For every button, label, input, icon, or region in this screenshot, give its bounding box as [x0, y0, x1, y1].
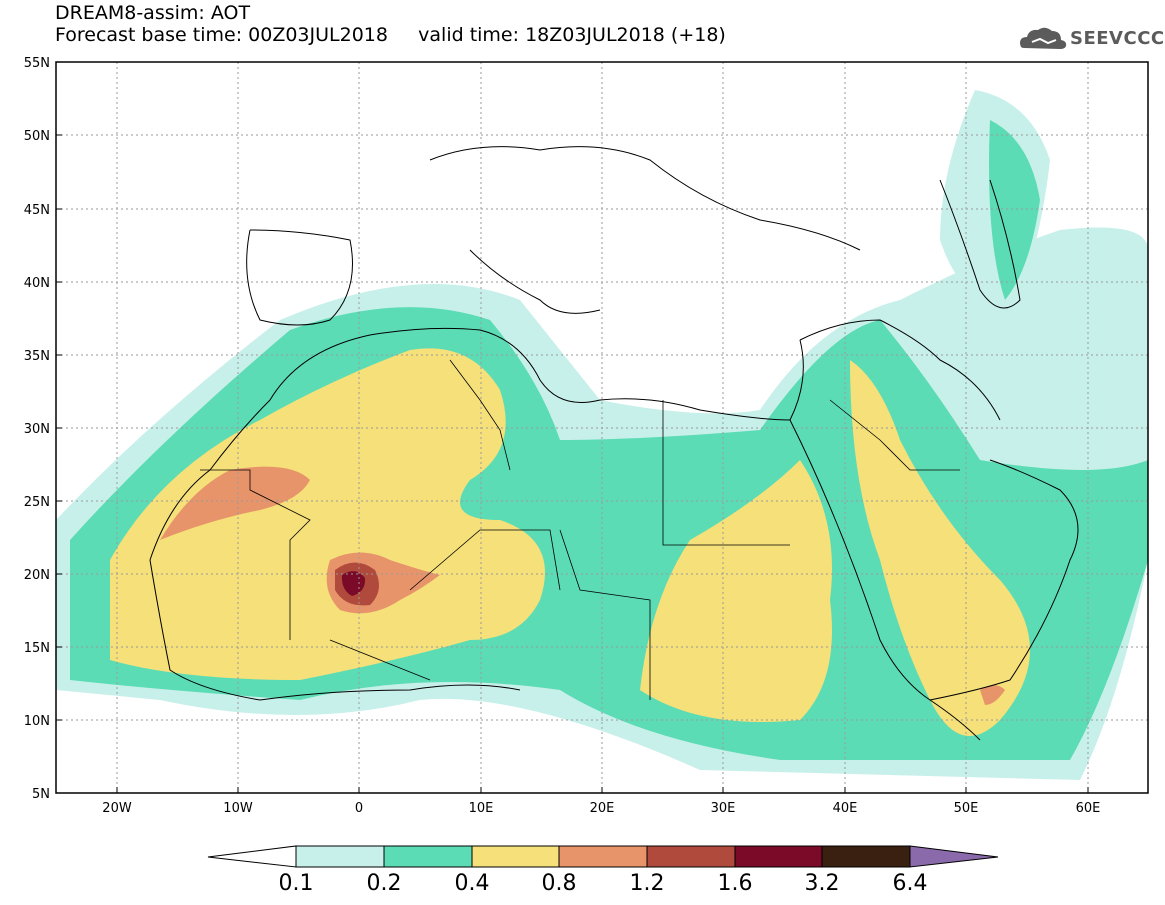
colorbar-label: 0.4 [454, 871, 490, 896]
country-borders [200, 359, 960, 700]
map-title: DREAM8-assim: AOT [55, 2, 251, 24]
coastlines [149, 146, 1079, 741]
lon-label: 10W [223, 801, 253, 816]
lat-label: 25N [24, 495, 50, 510]
colorbar-bin [821, 845, 911, 868]
colorbar-label: 3.2 [804, 871, 840, 896]
colorbar-label: 0.8 [541, 871, 577, 896]
cloud-logo-icon [1020, 27, 1067, 49]
aot-band-0.8-somalia [980, 685, 1005, 705]
colorbar-label: 1.6 [717, 871, 753, 896]
graticule [56, 62, 1148, 793]
lon-label: 30E [711, 801, 736, 816]
logo-text: SEEVCCC [1070, 28, 1165, 49]
lon-label: 0 [355, 801, 363, 816]
colorbar-bin [558, 845, 648, 868]
lat-label: 10N [24, 714, 50, 729]
lon-label: 60E [1076, 801, 1101, 816]
lat-label: 35N [24, 349, 50, 364]
colorbar-bin [295, 845, 385, 868]
aot-band-0.4-arabia [850, 360, 1030, 736]
colorbar-bin [646, 845, 736, 868]
colorbar-bin [383, 845, 473, 868]
lon-label: 20E [590, 801, 615, 816]
lat-label: 20N [24, 568, 50, 583]
colorbar-low-arrow [207, 845, 297, 868]
forecast-times: Forecast base time: 00Z03JUL2018 valid t… [55, 24, 726, 46]
lon-label: 50E [954, 801, 979, 816]
lat-label: 40N [24, 276, 50, 291]
lon-label: 40E [833, 801, 858, 816]
lon-label: 20W [102, 801, 132, 816]
lat-label: 30N [24, 422, 50, 437]
colorbar [207, 845, 999, 868]
colorbar-label: 1.2 [629, 871, 665, 896]
aot-band-0.4-east [640, 460, 832, 722]
lat-label: 55N [24, 56, 50, 71]
aot-band-0.2-north [989, 120, 1040, 300]
lon-label: 10E [469, 801, 494, 816]
colorbar-high-arrow [909, 845, 999, 868]
aot-band-0.4 [110, 348, 545, 680]
lat-label: 45N [24, 203, 50, 218]
aot-band-0.8 [160, 466, 310, 540]
colorbar-label: 0.1 [278, 871, 314, 896]
lat-label: 5N [32, 787, 50, 802]
lat-label: 15N [24, 641, 50, 656]
colorbar-label: 6.4 [892, 871, 928, 896]
lat-label: 50N [24, 129, 50, 144]
colorbar-bin [734, 845, 823, 868]
colorbar-label: 0.2 [366, 871, 402, 896]
colorbar-bin [471, 845, 560, 868]
